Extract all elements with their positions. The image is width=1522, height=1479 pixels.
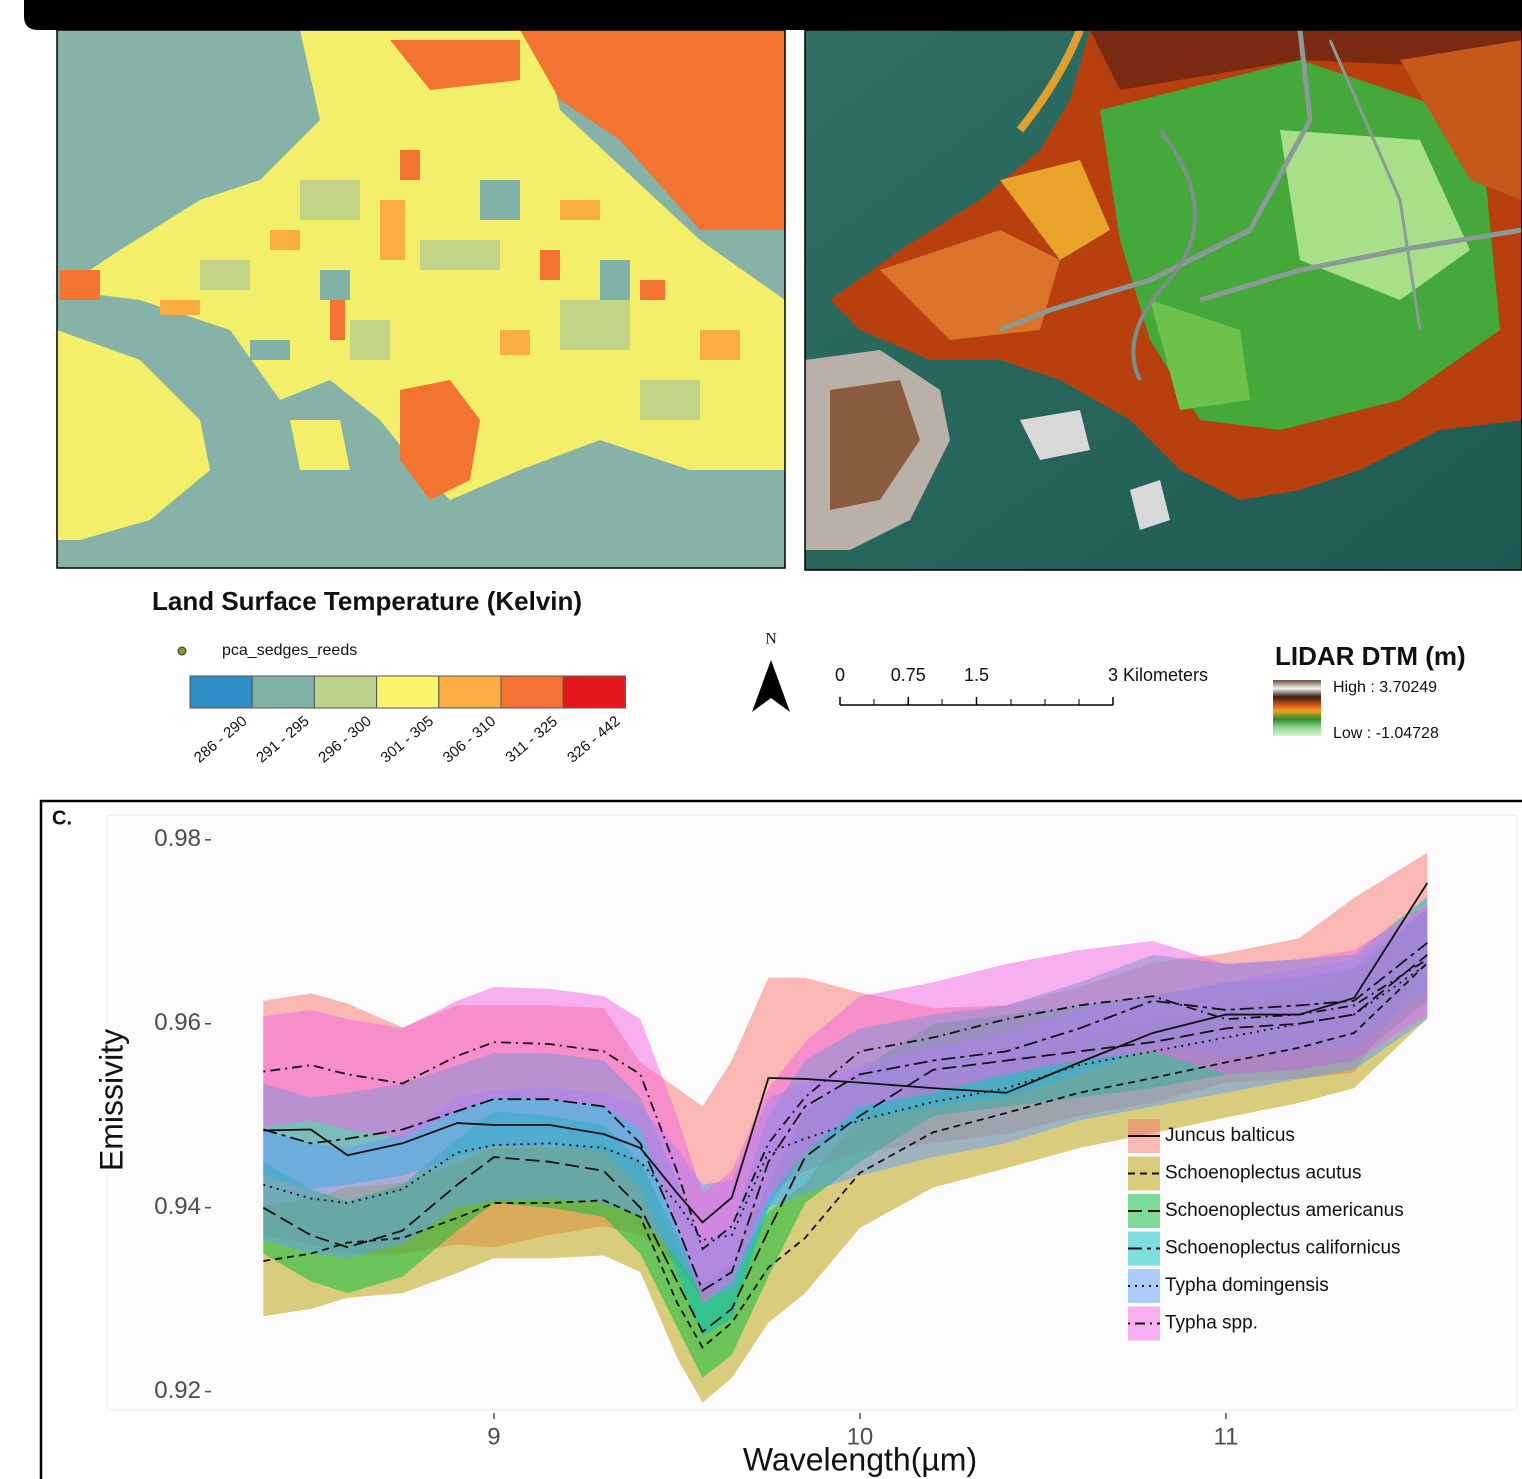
dtm-ramp: [1273, 680, 1321, 736]
y-axis-title: Emissivity: [93, 1029, 129, 1171]
scale-label: 3 Kilometers: [1108, 665, 1208, 685]
legend-label: Schoenoplectus americanus: [1165, 1200, 1404, 1221]
north-arrow: [752, 660, 790, 712]
x-tick-label: 11: [1214, 1423, 1239, 1450]
legend-label: Typha domingensis: [1165, 1275, 1329, 1296]
panel-label: C.: [52, 807, 72, 829]
class-label: 296 - 300: [315, 713, 374, 767]
dtm-high: High : 3.70249: [1333, 679, 1437, 696]
class-label: 286 - 290: [191, 713, 250, 767]
legend-title: LIDAR DTM (m): [1275, 641, 1466, 671]
dtm-map: [805, 30, 1522, 570]
y-tick-label: 0.92: [154, 1377, 201, 1404]
scale-bar: 0 0.75 1.5 3 Kilometers: [835, 665, 1208, 705]
legend-label: Schoenoplectus acutus: [1165, 1163, 1361, 1184]
y-tick-label: 0.94: [154, 1193, 201, 1220]
y-tick-label: 0.98: [154, 825, 201, 852]
y-tick-label: 0.96: [154, 1009, 201, 1036]
class-swatch: [563, 676, 625, 708]
point-symbol: [178, 647, 186, 655]
class-label: 326 - 442: [564, 713, 623, 767]
top-bar: [0, 0, 1522, 30]
legend-label: Typha spp.: [1165, 1313, 1258, 1334]
class-swatch: [314, 676, 376, 708]
class-swatch: [501, 676, 563, 708]
scale-label: 1.5: [964, 665, 989, 685]
legend-label: Schoenoplectus californicus: [1165, 1238, 1401, 1259]
point-label: pca_sedges_reeds: [222, 642, 357, 659]
class-swatch: [252, 676, 314, 708]
legend-title: Land Surface Temperature (Kelvin): [152, 586, 582, 616]
x-tick-label: 10: [847, 1423, 874, 1450]
north-label: N: [765, 631, 777, 648]
scale-label: 0: [835, 665, 845, 685]
legend-label: Juncus balticus: [1165, 1125, 1295, 1146]
scale-label: 0.75: [891, 665, 926, 685]
x-tick-label: 9: [487, 1423, 500, 1450]
figure: Land Surface Temperature (Kelvin) pca_se…: [0, 0, 1522, 1479]
class-swatch: [439, 676, 501, 708]
class-swatch: [190, 676, 252, 708]
lst-map: [57, 30, 785, 568]
class-swatch: [377, 676, 439, 708]
page: { "lst_legend": { "title": "Land Surface…: [0, 0, 1522, 1479]
class-label: 306 - 310: [440, 713, 499, 767]
class-label: 311 - 325: [502, 713, 561, 766]
class-label: 301 - 305: [378, 713, 437, 767]
dtm-low: Low : -1.04728: [1333, 725, 1439, 742]
class-label: 291 - 295: [253, 713, 312, 767]
